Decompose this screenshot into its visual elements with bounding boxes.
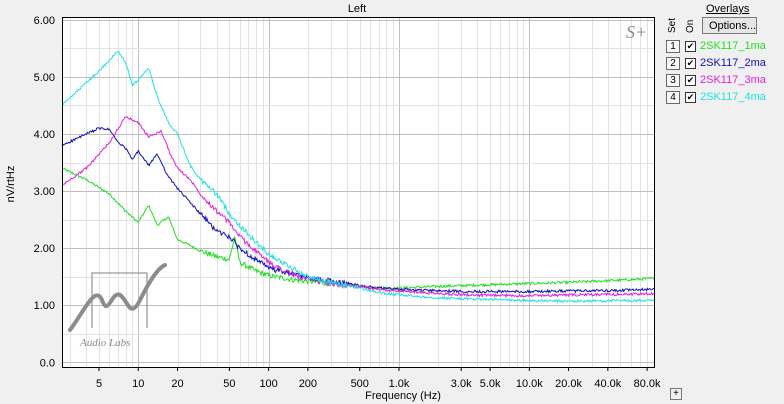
overlay-on-checkbox[interactable]: ✔ bbox=[685, 41, 696, 52]
y-tick-label: 4.00 bbox=[34, 129, 55, 141]
overlay-set-button[interactable]: 4 bbox=[666, 91, 680, 104]
y-tick-label: 0.0 bbox=[40, 357, 55, 369]
logo-wave bbox=[68, 263, 167, 332]
logo-text: Audio Labs bbox=[79, 337, 130, 349]
overlay-row-1[interactable]: 1 ✔ 2SK117_1ma bbox=[666, 40, 784, 54]
overlay-set-button[interactable]: 1 bbox=[666, 40, 680, 53]
series-line-3 bbox=[61, 116, 656, 299]
x-tick-label: 1.0k bbox=[389, 378, 410, 390]
overlays-title[interactable]: Overlays bbox=[706, 3, 750, 15]
plot-area bbox=[62, 17, 655, 368]
grid bbox=[62, 17, 655, 368]
x-tick-label: 3.0k bbox=[451, 378, 472, 390]
x-tick-label: 50 bbox=[223, 378, 235, 390]
y-tick-label: 3.00 bbox=[34, 186, 55, 198]
overlay-name: 2SK117_1ma bbox=[700, 40, 766, 52]
overlay-name: 2SK117_2ma bbox=[700, 57, 766, 69]
x-tick-label: 40.0k bbox=[594, 378, 621, 390]
series-line-4 bbox=[61, 50, 656, 304]
y-tick-label: 1.00 bbox=[34, 300, 55, 312]
chart-title: Left bbox=[348, 3, 366, 15]
overlay-on-checkbox[interactable]: ✔ bbox=[685, 92, 696, 103]
overlay-row-4[interactable]: 4 ✔ 2SK117_4ma bbox=[666, 91, 784, 105]
watermark-logo: Audio Labs S+ bbox=[68, 22, 647, 349]
plot-border bbox=[62, 17, 655, 368]
x-tick-label: 5 bbox=[96, 378, 102, 390]
y-tick-label: 6.00 bbox=[34, 15, 55, 27]
x-tick-label: 80.0k bbox=[634, 378, 661, 390]
set-column-label: Set bbox=[667, 17, 678, 33]
x-tick-label: 200 bbox=[299, 378, 317, 390]
y-tick-label: 2.00 bbox=[34, 243, 55, 255]
overlay-on-checkbox[interactable]: ✔ bbox=[685, 75, 696, 86]
overlay-on-checkbox[interactable]: ✔ bbox=[685, 58, 696, 69]
overlay-set-button[interactable]: 2 bbox=[666, 57, 680, 70]
x-tick-label: 500 bbox=[351, 378, 369, 390]
x-tick-label: 100 bbox=[259, 378, 277, 390]
s-plus-mark: S+ bbox=[626, 22, 647, 42]
options-button[interactable]: Options... bbox=[702, 17, 757, 34]
y-axis-label: nV/rtHz bbox=[5, 166, 17, 203]
overlay-row-3[interactable]: 3 ✔ 2SK117_3ma bbox=[666, 74, 784, 88]
series-group bbox=[61, 50, 656, 304]
x-tick-label: 10 bbox=[132, 378, 144, 390]
x-tick-label: 20.0k bbox=[555, 378, 582, 390]
y-tick-label: 5.00 bbox=[34, 72, 55, 84]
axis-ticks: 5 10 20 50 100 200 500 1.0k 3.0k 5.0k 10.0k 20.0k 40… bbox=[34, 15, 661, 390]
overlay-name: 2SK117_4ma bbox=[700, 91, 766, 103]
x-tick-label: 10.0k bbox=[516, 378, 543, 390]
overlay-row-2[interactable]: 2 ✔ 2SK117_2ma bbox=[666, 57, 784, 71]
on-column-label: On bbox=[685, 19, 696, 33]
x-tick-label: 20 bbox=[171, 378, 183, 390]
expand-button[interactable]: + bbox=[670, 388, 682, 400]
overlay-set-button[interactable]: 3 bbox=[666, 74, 680, 87]
x-axis-label: Frequency (Hz) bbox=[365, 390, 441, 402]
overlay-name: 2SK117_3ma bbox=[700, 74, 766, 86]
x-tick-label: 5.0k bbox=[480, 378, 501, 390]
